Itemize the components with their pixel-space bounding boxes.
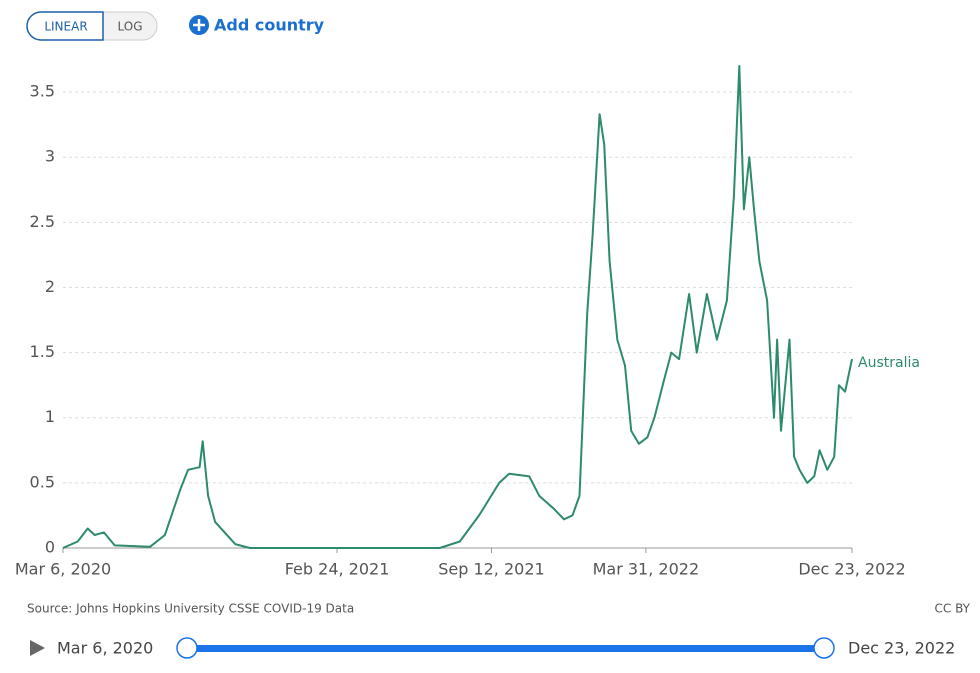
y-tick-label: 3: [45, 147, 55, 166]
y-tick-label: 0: [45, 538, 55, 557]
timeline-handle[interactable]: [176, 637, 198, 659]
line-label: Australia: [858, 355, 920, 371]
x-tick-label: Dec 23, 2022: [798, 560, 905, 579]
x-tick-label: Mar 6, 2020: [15, 560, 111, 579]
x-tick-label: Sep 12, 2021: [438, 560, 545, 579]
line: [62, 65, 853, 549]
add-plus: [193, 19, 205, 31]
y-tick-label: 1: [45, 407, 55, 426]
timeline-end: Dec 23, 2022: [848, 639, 955, 658]
y-tick-label: 2.5: [30, 212, 55, 231]
y-tick-label: 0.5: [30, 472, 55, 491]
linear-label[interactable]: LINEAR: [44, 20, 87, 34]
license: CC BY: [935, 602, 971, 616]
linear-button[interactable]: [26, 11, 104, 41]
y-tick-label: 3.5: [30, 82, 55, 101]
timeline-track: [187, 645, 824, 652]
source: Source: Johns Hopkins University CSSE CO…: [27, 602, 354, 616]
timeline-start: Mar 6, 2020: [57, 639, 153, 658]
log-label[interactable]: LOG: [117, 20, 142, 34]
y-tick-label: 2: [45, 277, 55, 296]
y-tick-label: 1.5: [30, 342, 55, 361]
add-country[interactable]: Add country: [214, 16, 325, 35]
x-tick-label: Mar 31, 2022: [593, 560, 700, 579]
timeline-handle[interactable]: [813, 637, 835, 659]
x-tick-label: Feb 24, 2021: [285, 560, 390, 579]
play-button[interactable]: [30, 640, 45, 656]
